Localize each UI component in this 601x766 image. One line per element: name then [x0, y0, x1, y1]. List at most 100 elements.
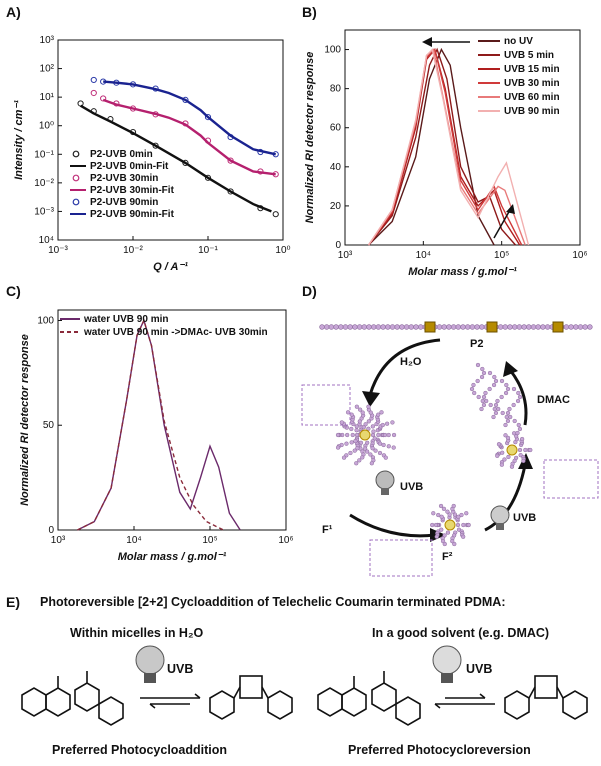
bead — [481, 394, 487, 400]
bead — [476, 394, 481, 400]
bead — [382, 432, 388, 438]
bead — [360, 410, 365, 415]
bead — [503, 433, 508, 438]
y-axis-label: Normalized RI detector response — [19, 334, 31, 506]
bead — [573, 324, 579, 330]
bead — [357, 407, 363, 412]
y-tick-label: 100 — [37, 315, 54, 326]
bead — [496, 406, 501, 412]
bead — [465, 324, 471, 330]
data-point — [204, 174, 212, 181]
bead — [385, 324, 391, 330]
bulb-icon — [432, 645, 462, 683]
label-f1: F¹ — [322, 524, 333, 536]
series-line — [103, 80, 276, 156]
bead — [386, 444, 391, 449]
bead — [587, 324, 593, 330]
bead — [499, 394, 504, 400]
bead — [455, 324, 462, 330]
label-h2o: H₂O — [400, 356, 422, 368]
x-tick-label: 10⁶ — [278, 535, 293, 546]
panel-label-a: A) — [6, 4, 21, 20]
legend-entry: P2-UVB 30min-Fit — [90, 185, 175, 196]
y-tick-label: 10³ — [40, 35, 55, 46]
bead — [493, 402, 499, 408]
bead — [434, 534, 439, 539]
legend-entry: P2-UVB 30min — [90, 173, 158, 184]
series-line — [368, 47, 495, 246]
label-f2: F² — [442, 551, 453, 563]
right-uvb-label: UVB — [466, 662, 492, 676]
bead — [461, 534, 466, 539]
y-tick-label: 20 — [330, 201, 342, 212]
x-tick-label: 10⁰ — [275, 245, 290, 256]
y-tick-label: 80 — [330, 84, 342, 95]
bead — [481, 402, 487, 408]
bead — [512, 458, 517, 463]
bead — [445, 530, 451, 535]
arrow-dmac — [508, 369, 528, 426]
bead — [509, 464, 515, 469]
plot-frame — [57, 39, 284, 241]
inset-box — [369, 539, 433, 577]
bead — [366, 426, 371, 431]
bead — [503, 390, 509, 396]
coumarin-unit — [486, 321, 498, 333]
legend-entry: water UVB 90 min — [83, 314, 168, 325]
arrow-h2o — [368, 338, 441, 396]
bead — [502, 457, 507, 462]
data-point — [272, 211, 279, 218]
x-axis-label: Q / A⁻¹ — [153, 261, 188, 273]
x-tick-label: 10³ — [51, 535, 66, 546]
bulb-icon — [135, 645, 165, 683]
bead — [474, 324, 480, 330]
y-tick-label: 10⁻³ — [34, 206, 54, 217]
bead — [362, 446, 368, 451]
data-point — [204, 114, 212, 121]
bead — [368, 452, 373, 457]
bead — [324, 324, 330, 330]
bead — [436, 512, 441, 518]
bead — [389, 324, 396, 330]
bead — [480, 366, 485, 372]
legend-entry: P2-UVB 90min-Fit — [90, 209, 175, 220]
equilibrium-arrow — [434, 693, 495, 709]
bead — [342, 324, 349, 330]
bead — [450, 539, 455, 544]
bead — [335, 432, 341, 438]
micelle-core — [359, 429, 371, 441]
chart-c: 10³ 10⁴ 10⁵ 10⁶ 0 50 100 Molar mass / g.mol⁻¹ No… — [19, 309, 294, 563]
bead — [441, 506, 447, 511]
bead — [491, 414, 496, 420]
bead — [521, 324, 527, 330]
bead — [383, 455, 388, 460]
x-tick-label: 10⁵ — [202, 535, 217, 546]
panel-e-title: Photoreversible [2+2] Cycloaddition of T… — [40, 595, 506, 609]
label-uvb-d1: UVB — [400, 481, 423, 493]
bead — [354, 461, 359, 466]
bead — [363, 422, 368, 427]
right-footer: Preferred Photocycloreversion — [348, 743, 531, 757]
coumarin-structure — [21, 671, 124, 726]
dimer-structure — [209, 675, 293, 720]
legend-entry: UVB 5 min — [504, 50, 554, 61]
legend-marker — [72, 174, 80, 182]
series-line — [368, 48, 530, 246]
bead — [370, 432, 376, 438]
bead — [563, 324, 570, 330]
coumarin-unit — [424, 321, 436, 333]
data-point — [152, 142, 159, 149]
bead — [394, 324, 400, 330]
y-tick-label: 0 — [48, 525, 54, 536]
label-dmac: DMAC — [537, 394, 570, 406]
x-axis-label: Molar mass / g.mol⁻¹ — [118, 551, 227, 563]
bead — [349, 440, 354, 445]
bead — [446, 324, 452, 330]
x-tick-label: 10³ — [338, 250, 353, 261]
polymer-chain — [319, 321, 593, 333]
bead — [577, 324, 584, 330]
y-tick-label: 50 — [43, 420, 55, 431]
bead — [515, 398, 521, 404]
bead — [377, 441, 383, 446]
y-tick-label: 0 — [335, 240, 341, 251]
